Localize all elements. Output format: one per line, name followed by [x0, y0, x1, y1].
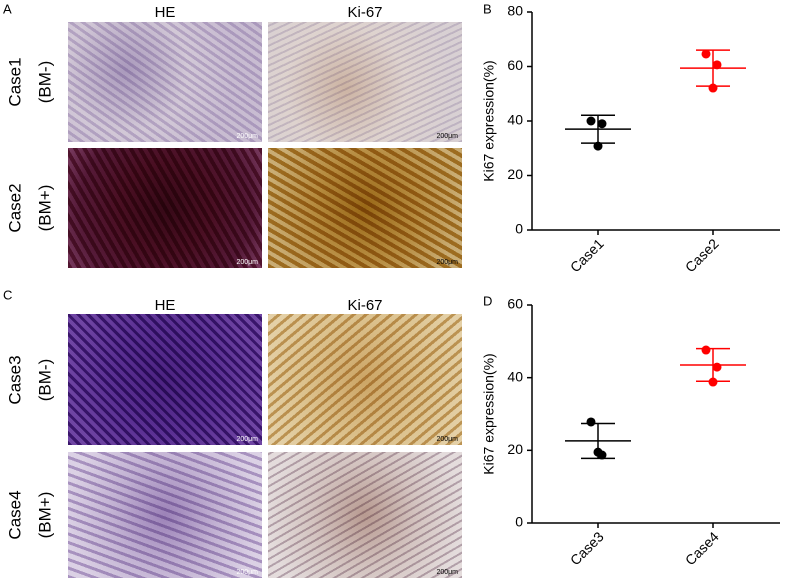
data-point: [593, 447, 603, 457]
column-header: HE: [155, 297, 176, 314]
histology-image: 200μm: [268, 452, 462, 578]
histology-image: 200μm: [68, 148, 262, 268]
row-label: (BM+): [35, 185, 54, 232]
data-point: [712, 60, 722, 70]
histology-image: 200μm: [268, 314, 462, 445]
histology-image: 200μm: [268, 148, 462, 268]
column-header: Ki-67: [347, 297, 382, 314]
y-tick-label: 0: [515, 514, 523, 530]
y-tick-label: 60: [507, 57, 523, 73]
data-point: [597, 119, 607, 129]
row-label: (BM+): [35, 492, 54, 539]
row-label: (BM-): [35, 359, 54, 401]
panel-label: A: [3, 1, 12, 16]
scale-bar: 200μm: [236, 133, 258, 140]
histology-image: 200μm: [68, 22, 262, 142]
scale-bar: 200μm: [236, 259, 258, 266]
scale-bar: 200μm: [236, 569, 258, 576]
data-point: [586, 417, 596, 427]
panel-label: C: [3, 287, 12, 302]
x-tick-label: Case3: [567, 528, 607, 568]
y-axis-label: Ki67 expression(%): [481, 60, 497, 181]
y-tick-label: 40: [507, 368, 523, 384]
row-label: Case2: [5, 183, 24, 232]
histology-image: 200μm: [68, 314, 262, 445]
y-tick-label: 20: [507, 166, 523, 182]
x-tick-label: Case1: [567, 235, 607, 275]
data-point: [708, 377, 718, 387]
row-label: Case1: [5, 57, 24, 106]
y-tick-label: 80: [507, 3, 523, 19]
y-axis-label: Ki67 expression(%): [481, 353, 497, 474]
row-label: (BM-): [35, 61, 54, 103]
data-point: [701, 345, 711, 355]
column-header: Ki-67: [347, 4, 382, 21]
data-point: [712, 362, 722, 372]
histology-image: 200μm: [268, 22, 462, 142]
panel-label: D: [483, 293, 492, 308]
y-tick-label: 0: [515, 221, 523, 237]
scale-bar: 200μm: [236, 436, 258, 443]
scale-bar: 200μm: [436, 569, 458, 576]
scale-bar: 200μm: [436, 259, 458, 266]
histology-image: 200μm: [68, 452, 262, 578]
data-point: [708, 83, 718, 93]
x-tick-label: Case2: [682, 235, 722, 275]
data-point: [586, 116, 596, 126]
y-tick-label: 40: [507, 112, 523, 128]
y-tick-label: 20: [507, 441, 523, 457]
row-label: Case3: [5, 355, 24, 404]
data-point: [593, 141, 603, 151]
x-tick-label: Case4: [682, 528, 722, 568]
scale-bar: 200μm: [436, 436, 458, 443]
row-label: Case4: [5, 490, 24, 539]
data-point: [701, 49, 711, 59]
y-tick-label: 60: [507, 296, 523, 312]
scale-bar: 200μm: [436, 133, 458, 140]
column-header: HE: [155, 4, 176, 21]
panel-label: B: [483, 1, 492, 16]
